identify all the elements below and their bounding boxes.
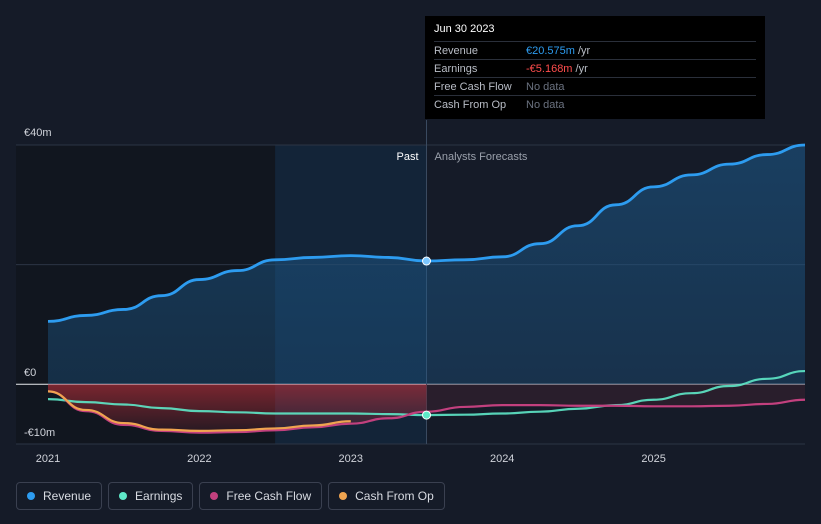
x-tick-label: 2022 — [187, 453, 211, 465]
tooltip-label: Cash From Op — [434, 99, 507, 111]
legend-label: Earnings — [135, 489, 183, 503]
tooltip-unit: /yr — [578, 45, 591, 57]
y-tick-label: €0 — [24, 367, 36, 379]
y-tick-label: €40m — [24, 127, 52, 139]
legend: Revenue Earnings Free Cash Flow Cash Fro… — [16, 482, 445, 510]
legend-dot-icon — [119, 492, 128, 500]
legend-dot-icon — [339, 492, 348, 500]
negative-area — [48, 384, 427, 433]
tooltip-value: No data — [526, 99, 565, 111]
negative-forecast-area — [426, 384, 805, 412]
legend-item-revenue[interactable]: Revenue — [16, 482, 103, 510]
past-label: Past — [396, 151, 418, 163]
x-tick-label: 2021 — [36, 453, 60, 465]
tooltip-row-cash-from-op: Cash From Op No data — [434, 95, 756, 113]
x-tick-label: 2025 — [641, 453, 665, 465]
tooltip: Jun 30 2023 Revenue €20.575m /yr Earning… — [425, 16, 765, 119]
legend-label: Free Cash Flow — [226, 489, 312, 503]
legend-item-earnings[interactable]: Earnings — [108, 482, 194, 510]
x-tick-label: 2024 — [490, 453, 514, 465]
legend-item-cash-from-op[interactable]: Cash From Op — [328, 482, 445, 510]
tooltip-label: Earnings — [434, 63, 478, 75]
tooltip-value: -€5.168m — [526, 63, 573, 75]
legend-label: Cash From Op — [355, 489, 434, 503]
legend-label: Revenue — [43, 489, 92, 503]
revenue-point-marker — [422, 256, 431, 266]
legend-dot-icon — [27, 492, 35, 500]
cash-from-op-line — [47, 390, 351, 432]
tooltip-date: Jun 30 2023 — [434, 23, 495, 35]
tooltip-value: No data — [526, 81, 565, 93]
tooltip-row-revenue: Revenue €20.575m /yr — [434, 41, 756, 59]
tooltip-label: Free Cash Flow — [434, 81, 512, 93]
tooltip-label: Revenue — [434, 45, 479, 57]
legend-item-free-cash-flow[interactable]: Free Cash Flow — [199, 482, 323, 510]
legend-dot-icon — [210, 492, 219, 500]
x-tick-label: 2023 — [339, 453, 363, 465]
y-tick-label: -€10m — [24, 427, 55, 439]
tooltip-row-earnings: Earnings -€5.168m /yr — [434, 59, 756, 77]
earnings-point-marker — [422, 410, 431, 420]
tooltip-value: €20.575m — [526, 45, 575, 57]
tooltip-row-free-cash-flow: Free Cash Flow No data — [434, 77, 756, 95]
forecast-label: Analysts Forecasts — [435, 151, 528, 163]
tooltip-unit: /yr — [575, 63, 588, 75]
